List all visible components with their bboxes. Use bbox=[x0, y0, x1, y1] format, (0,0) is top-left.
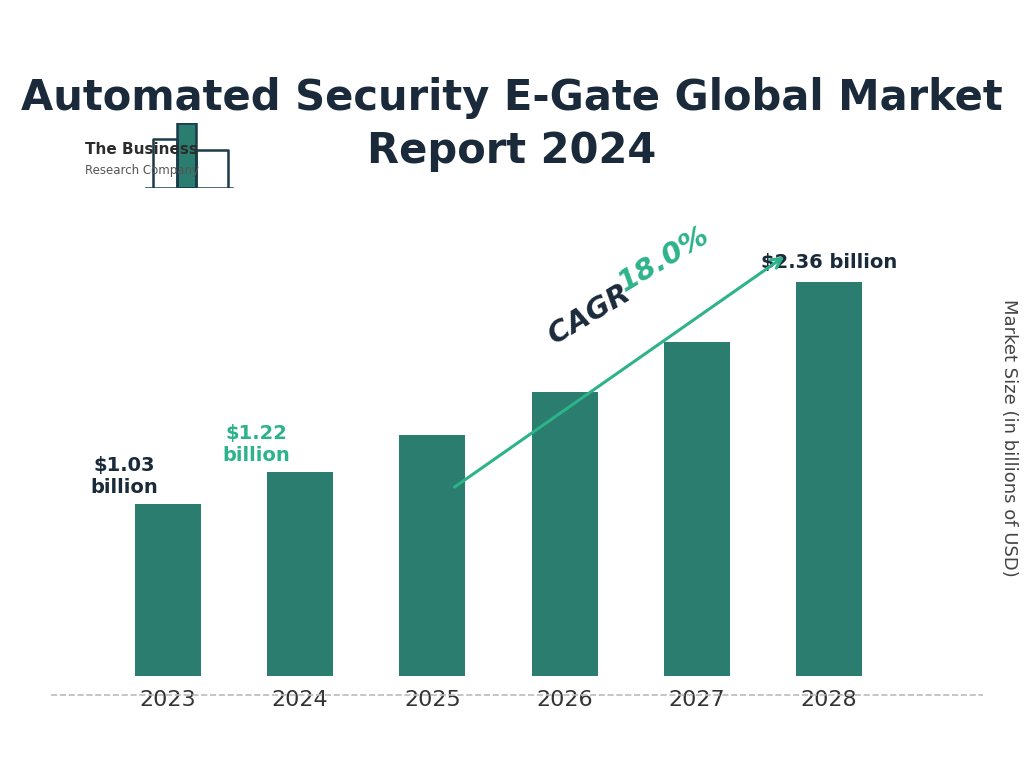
Polygon shape bbox=[177, 123, 196, 188]
Bar bbox=[664, 342, 730, 676]
Text: Market Size (in billions of USD): Market Size (in billions of USD) bbox=[999, 299, 1018, 577]
Bar bbox=[135, 504, 201, 676]
Text: The Business: The Business bbox=[85, 142, 198, 157]
Text: $1.03
billion: $1.03 billion bbox=[90, 456, 158, 497]
Text: $2.36 billion: $2.36 billion bbox=[761, 253, 897, 272]
Text: 18.0%: 18.0% bbox=[613, 220, 715, 296]
Text: $1.22
billion: $1.22 billion bbox=[222, 425, 291, 465]
Bar bbox=[399, 435, 465, 676]
Bar bbox=[267, 472, 333, 676]
Text: Automated Security E-Gate Global Market
Report 2024: Automated Security E-Gate Global Market … bbox=[22, 77, 1002, 172]
Text: Research Company: Research Company bbox=[85, 164, 199, 177]
Bar bbox=[531, 392, 598, 676]
Bar bbox=[796, 282, 862, 676]
Text: CAGR: CAGR bbox=[544, 274, 644, 350]
